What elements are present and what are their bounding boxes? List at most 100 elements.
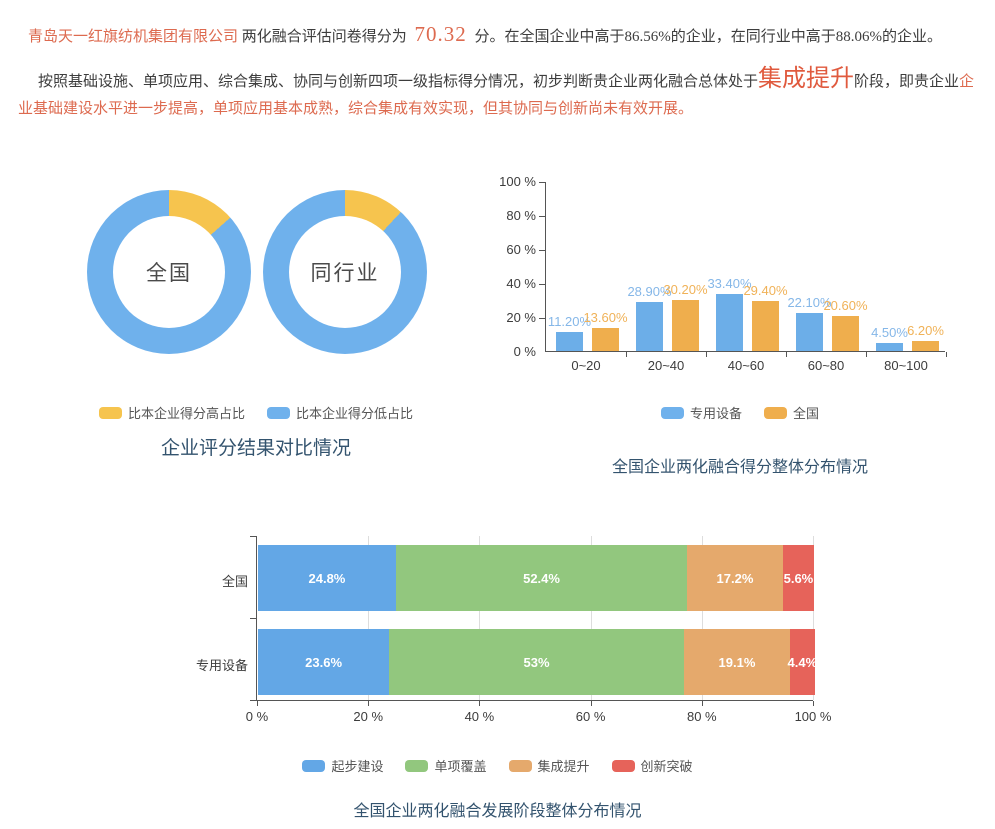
bar-value-label: 13.60% (583, 309, 628, 325)
legend-item-label: 专用设备 (689, 406, 742, 421)
segment-value-label: 4.4% (787, 654, 818, 670)
y-axis-tick (250, 618, 256, 619)
stack-category-national: 全国 (221, 574, 248, 589)
stack-chart-legend: 起步建设 单项覆盖 集成提升 创新突破 (0, 756, 995, 775)
donut-legend: 比本企业得分高占比 比本企业得分低占比 (36, 403, 476, 422)
x-axis-tick-label: 100 % (794, 709, 832, 724)
legend-item[interactable]: 集成提升 (508, 756, 590, 775)
bar-value-label: 29.40% (743, 283, 788, 298)
bar-value-label: 4.50% (871, 325, 908, 341)
plot-gridline (813, 536, 814, 700)
legend-item-label: 集成提升 (537, 759, 590, 774)
legend-swatch-icon (405, 759, 429, 772)
legend-item-label: 比本企业得分低占比 (296, 406, 414, 421)
bar-value-label: 20.60% (823, 298, 868, 313)
bar-value-label: 22.10% (787, 295, 832, 311)
x-axis-category-label: 80~100 (884, 358, 928, 373)
y-axis-tick-label: 20 % (506, 310, 536, 325)
bar-全国-80~100 (912, 340, 939, 351)
bar-专用设备-80~100 (876, 343, 903, 351)
bar-value-label: 11.20% (547, 314, 592, 329)
comparison-donut-chart: 全国 同行业 比本企业得分高占比 比本企业得分低占比 企业评分结果对比情况 (36, 170, 476, 470)
donut-industry: 同行业 (263, 190, 427, 354)
stage-name: 集成提升 (758, 66, 855, 92)
legend-swatch-icon (611, 759, 635, 772)
score-distribution-chart: 11.20% 13.60% 0~20 28.90% 30.20% 20~40 33.40% 2… (490, 170, 990, 480)
stage-assessment-paragraph: 按照基础设施、单项应用、综合集成、协同与创新四项一级指标得分情况，初步判断贵企业… (18, 66, 978, 123)
legend-swatch-icon (660, 406, 684, 419)
segment-集成提升-全国: 17.2% (687, 545, 783, 611)
segment-起步建设-全国: 24.8% (258, 545, 396, 611)
donut-national: 全国 (87, 190, 251, 354)
y-axis-tick (250, 700, 256, 701)
legend-item-label: 创新突破 (640, 759, 693, 774)
x-axis-tick (701, 701, 703, 706)
x-axis-tick (626, 352, 627, 357)
bar-专用设备-40~60 (716, 294, 743, 351)
x-axis-tick-label: 20 % (353, 709, 384, 724)
bar-全国-0~20 (592, 327, 619, 351)
legend-item[interactable]: 起步建设 (302, 756, 383, 775)
plot-gridline (590, 536, 592, 700)
stage-distribution-chart: 全国 专用设备 24.8% 52.4% 17.2% 5.6% 23.6% 53% 19.1… (0, 520, 995, 829)
legend-item[interactable]: 专用设备 (660, 403, 742, 422)
legend-item[interactable]: 比本企业得分高占比 (98, 403, 245, 422)
donut-industry-label: 同行业 (289, 216, 401, 328)
stack-chart-title: 全国企业两化融合发展阶段整体分布情况 (353, 803, 642, 820)
legend-swatch-icon (267, 406, 290, 419)
x-axis-tick-label: 60 % (575, 709, 606, 724)
legend-item[interactable]: 创新突破 (611, 756, 693, 775)
plot-gridline (479, 536, 481, 700)
segment-单项覆盖-专用设备: 53% (389, 629, 684, 695)
legend-swatch-icon (98, 406, 122, 419)
segment-value-label: 23.6% (305, 654, 343, 670)
y-axis-tick-label: 0 % (513, 344, 536, 359)
bar-全国-20~40 (672, 299, 699, 351)
stage-mid-text: 阶段，即贵企业 (854, 74, 960, 90)
legend-item-label: 起步建设 (331, 759, 384, 774)
legend-item[interactable]: 单项覆盖 (405, 756, 487, 775)
legend-item[interactable]: 比本企业得分低占比 (267, 403, 413, 422)
plot-gridline (368, 536, 370, 700)
x-axis-tick (866, 352, 867, 357)
legend-item-label: 单项覆盖 (434, 759, 487, 774)
bar-专用设备-60~80 (796, 313, 823, 351)
segment-value-label: 52.4% (523, 570, 560, 586)
y-axis-tick-label: 80 % (506, 208, 536, 223)
stage-distribution-plot: 24.8% 52.4% 17.2% 5.6% 23.6% 53% 19.1% 4.4% 0 … (246, 536, 831, 724)
donut-national-label: 全国 (113, 216, 225, 328)
stack-bar-equipment: 23.6% 53% 19.1% 4.4% (258, 629, 817, 695)
score-value: 70.32 (414, 22, 467, 46)
legend-swatch-icon (508, 759, 532, 772)
score-lead-text: 两化融合评估问卷得分为 (238, 29, 411, 45)
segment-创新突破-全国: 5.6% (782, 545, 814, 611)
score-tail-text: 分。在全国企业中高于86.56%的企业，在同行业中高于88.06%的企业。 (470, 29, 943, 45)
bar-chart-title: 全国企业两化融合得分整体分布情况 (611, 459, 868, 476)
x-axis-tick-label: 80 % (686, 709, 717, 724)
legend-swatch-icon (302, 759, 326, 772)
segment-起步建设-专用设备: 23.6% (258, 629, 390, 695)
segment-value-label: 53% (523, 654, 550, 670)
score-summary-line: 青岛天一红旗纺机集团有限公司 两化融合评估问卷得分为 70.32 分。在全国企业… (28, 22, 978, 49)
segment-value-label: 19.1% (718, 654, 756, 670)
bar-全国-60~80 (832, 316, 859, 351)
donut-chart-title: 企业评分结果对比情况 (160, 438, 351, 459)
y-axis-tick (539, 216, 545, 217)
bar-value-label: 30.20% (663, 281, 708, 297)
x-axis-category-label: 0~20 (571, 358, 601, 373)
bar-专用设备-20~40 (636, 301, 663, 351)
x-axis-category-label: 40~60 (727, 358, 765, 373)
segment-value-label: 24.8% (308, 570, 346, 586)
legend-item-label: 比本企业得分高占比 (127, 406, 245, 421)
legend-item[interactable]: 全国 (764, 403, 819, 422)
x-axis-tick (257, 701, 258, 706)
segment-集成提升-专用设备: 19.1% (683, 629, 791, 695)
y-axis-tick (539, 318, 545, 319)
score-distribution-plot: 11.20% 13.60% 0~20 28.90% 30.20% 20~40 33.40% 2… (539, 182, 947, 373)
x-axis-category-label: 60~80 (807, 358, 845, 373)
segment-单项覆盖-全国: 52.4% (395, 545, 688, 611)
legend-item-label: 全国 (793, 406, 820, 421)
bar-chart-legend: 专用设备 全国 (490, 403, 990, 422)
x-axis-tick (706, 352, 707, 357)
y-axis-tick-label: 40 % (506, 276, 536, 291)
